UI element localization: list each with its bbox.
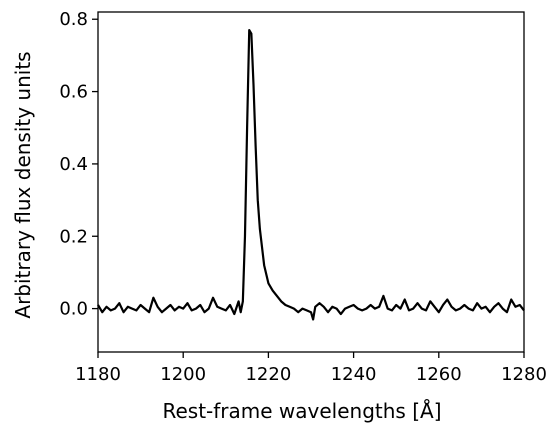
y-tick-label: 0.4 [59,154,88,175]
spectrum-line [97,28,525,321]
y-tick-label: 0.8 [59,9,88,30]
x-tick-label: 1200 [160,364,206,385]
y-tick-label: 0.6 [59,82,88,103]
x-axis-label: Rest-frame wavelengths [Å] [162,399,441,423]
x-tick-label: 1240 [331,364,377,385]
x-tick-label: 1260 [416,364,462,385]
x-tick-label: 1280 [501,364,547,385]
x-tick-label: 1220 [245,364,291,385]
y-axis-label: Arbitrary flux density units [11,51,35,318]
y-tick-label: 0.2 [59,226,88,247]
plot-frame [97,11,525,353]
y-tick-label: 0.0 [59,299,88,320]
x-axis-ticks: 1180 1200 1220 1240 1260 1280 [75,352,547,385]
y-axis-ticks: 0.0 0.2 0.4 0.6 0.8 [59,9,98,320]
x-tick-label: 1180 [75,364,121,385]
